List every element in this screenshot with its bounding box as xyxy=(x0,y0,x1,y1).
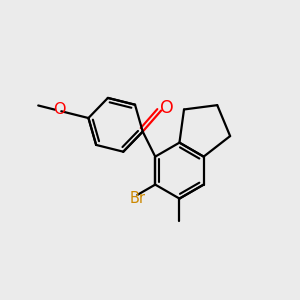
Text: O: O xyxy=(54,102,66,117)
Text: Br: Br xyxy=(130,191,146,206)
Text: O: O xyxy=(160,99,173,117)
